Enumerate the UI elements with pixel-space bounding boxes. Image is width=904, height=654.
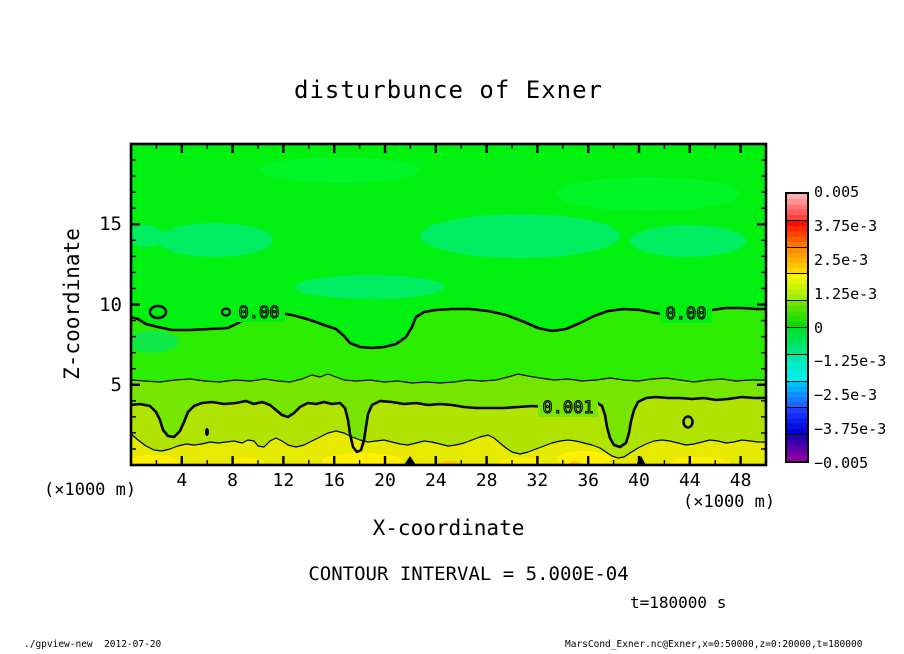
x-tick-label: 4 bbox=[176, 470, 188, 491]
light-patch bbox=[260, 157, 420, 183]
colorbar-label: −0.005 bbox=[814, 454, 869, 472]
chart-title: disturbunce of Exner bbox=[294, 76, 603, 104]
colorbar-label: −3.75e-3 bbox=[814, 420, 887, 439]
colorbar-block bbox=[787, 274, 807, 302]
yellow-patch bbox=[229, 458, 265, 465]
closed-contour bbox=[682, 415, 694, 429]
x-tick-label: 48 bbox=[729, 470, 752, 491]
colorbar-label: 0 bbox=[814, 318, 824, 337]
contour-label-bg bbox=[660, 303, 712, 323]
yellow-patch bbox=[131, 455, 178, 465]
x-tick-label: 24 bbox=[424, 470, 447, 491]
contour-label-bg bbox=[538, 397, 598, 417]
yellow-patch bbox=[498, 458, 542, 465]
x-tick-label: 36 bbox=[577, 470, 600, 491]
x-axis-units: (×1000 m) bbox=[683, 492, 776, 512]
footer-source: MarsCond_Exner.nc@Exner,x=0:50000,z=0:20… bbox=[565, 639, 863, 650]
contour-line bbox=[131, 373, 766, 384]
colorbar-label: 1.25e-3 bbox=[814, 284, 878, 303]
contour-line bbox=[131, 395, 766, 454]
contour-line bbox=[131, 430, 766, 459]
light-patch bbox=[556, 177, 740, 211]
time-annotation: t=180000 s bbox=[630, 593, 727, 612]
contour-label: 0.00 bbox=[666, 304, 707, 324]
yellow-patch bbox=[322, 453, 402, 465]
contour-interval-note: CONTOUR INTERVAL = 5.000E-04 bbox=[308, 563, 629, 585]
colorbar-block bbox=[787, 435, 807, 461]
contour-label-bg bbox=[233, 302, 285, 322]
closed-contour bbox=[148, 304, 168, 320]
colorbar bbox=[785, 192, 809, 463]
negative-patch bbox=[420, 214, 620, 258]
footer-command: ./gpview-new 2012-07-20 bbox=[24, 639, 162, 650]
x-tick-label: 40 bbox=[628, 470, 650, 491]
colorbar-block bbox=[787, 220, 807, 248]
colorbar-label: 2.5e-3 bbox=[814, 250, 869, 269]
contour-label: 0.00 bbox=[239, 303, 280, 323]
colorbar-block bbox=[787, 194, 807, 221]
colorbar-label: 3.75e-3 bbox=[814, 216, 878, 235]
x-tick-label: 16 bbox=[323, 470, 346, 491]
colorbar-block bbox=[787, 408, 807, 436]
colorbar-block bbox=[787, 354, 807, 382]
colorbar-label: −2.5e-3 bbox=[814, 386, 878, 405]
x-tick-label: 8 bbox=[227, 470, 239, 491]
x-tick-label: 20 bbox=[374, 470, 396, 491]
x-tick-label: 12 bbox=[272, 470, 295, 491]
colorbar-block bbox=[787, 247, 807, 275]
y-tick-label: 10 bbox=[99, 293, 122, 316]
x-axis-label: X-coordinate bbox=[372, 516, 525, 540]
x-tick-label: 28 bbox=[475, 470, 498, 491]
negative-patch bbox=[295, 275, 445, 299]
yellow-patch bbox=[670, 457, 730, 465]
colorbar-label: 0.005 bbox=[814, 183, 860, 201]
colorbar-label: −1.25e-3 bbox=[814, 352, 887, 371]
y-axis-units: (×1000 m) bbox=[44, 480, 137, 500]
y-tick-label: 15 bbox=[99, 213, 122, 236]
y-tick-label: 5 bbox=[110, 373, 122, 396]
contour-label: 0.001 bbox=[542, 398, 593, 418]
negative-patch bbox=[630, 225, 746, 257]
yellow-patch bbox=[556, 451, 610, 465]
closed-contour bbox=[220, 307, 232, 317]
x-tick-label: 32 bbox=[526, 470, 549, 491]
colorbar-block bbox=[787, 301, 807, 328]
colorbar-block bbox=[787, 327, 807, 355]
negative-patch bbox=[131, 225, 163, 247]
negative-patch bbox=[157, 223, 273, 257]
colorbar-block bbox=[787, 381, 807, 409]
x-tick-label: 44 bbox=[678, 470, 701, 491]
contour-dot bbox=[205, 428, 209, 436]
contour-field: 0.00 0.00 0.001 bbox=[131, 144, 766, 465]
teal-sub-patch bbox=[131, 331, 179, 353]
